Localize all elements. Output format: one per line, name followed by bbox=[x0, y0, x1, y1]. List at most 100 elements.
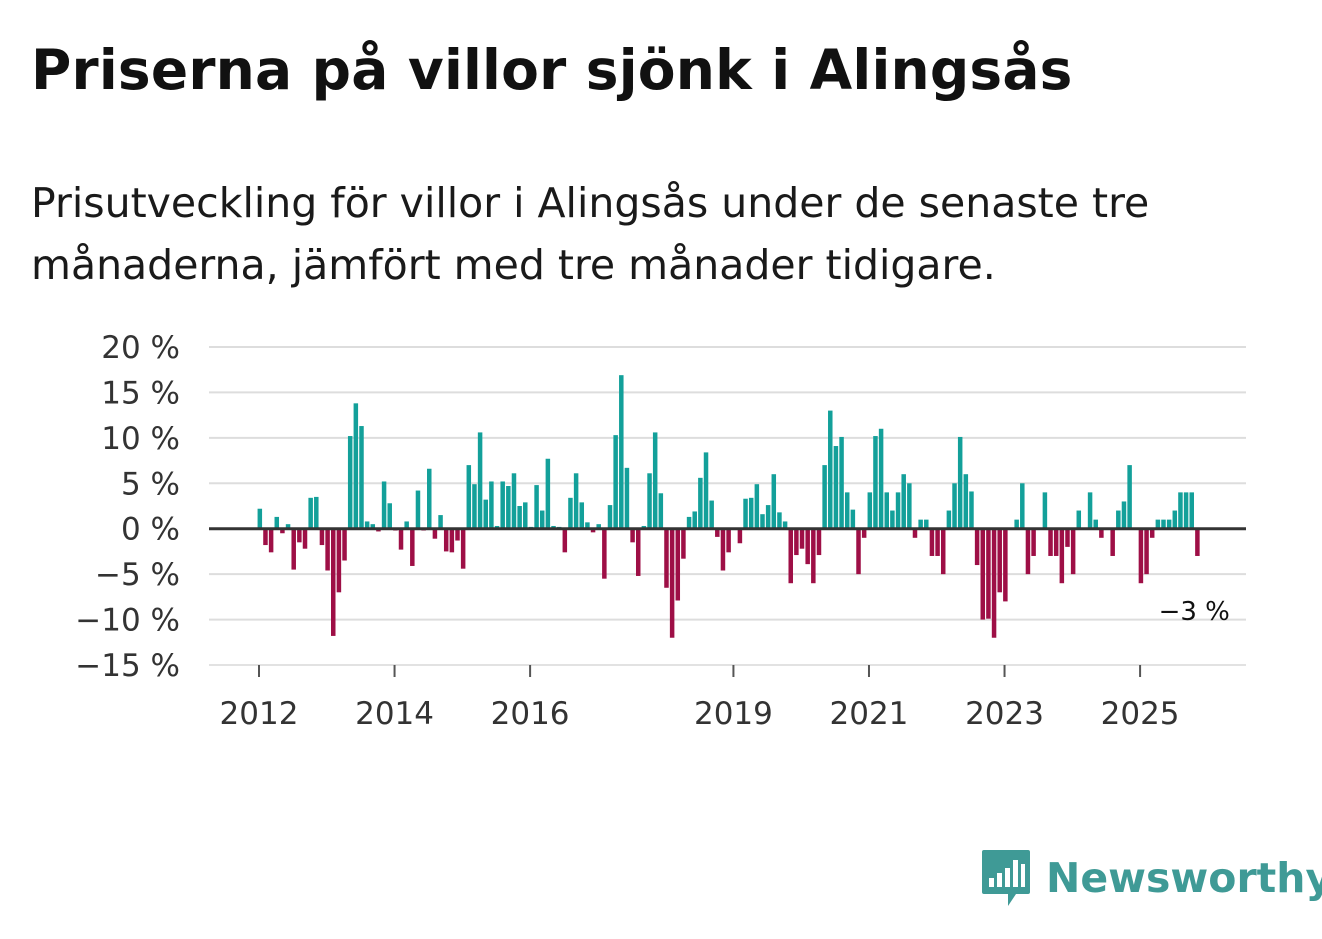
bar bbox=[828, 410, 833, 529]
bar bbox=[455, 528, 460, 541]
bar bbox=[856, 528, 861, 575]
bar bbox=[1087, 492, 1093, 529]
bar bbox=[336, 528, 342, 593]
bar bbox=[308, 497, 313, 529]
y-tick-label: −10 % bbox=[75, 603, 180, 639]
newsworthy-logo-icon bbox=[982, 850, 1030, 906]
bar bbox=[929, 528, 935, 556]
bar bbox=[867, 492, 873, 529]
bar bbox=[579, 502, 585, 529]
bar bbox=[1053, 528, 1059, 556]
bar bbox=[1059, 528, 1065, 584]
bar bbox=[715, 528, 720, 537]
bar bbox=[314, 496, 319, 529]
bar bbox=[539, 510, 545, 529]
bar bbox=[1048, 528, 1053, 556]
bar bbox=[647, 473, 652, 529]
bar bbox=[562, 528, 568, 553]
bar bbox=[1144, 528, 1149, 575]
bar bbox=[658, 493, 664, 529]
bar bbox=[878, 428, 884, 529]
brand-name: Newsworthy bbox=[1046, 854, 1322, 902]
bar bbox=[799, 528, 805, 549]
bar bbox=[257, 508, 263, 529]
bar bbox=[777, 512, 782, 529]
bar bbox=[918, 519, 923, 529]
bar bbox=[726, 528, 731, 553]
y-tick-label: 20 % bbox=[101, 330, 180, 366]
y-tick-label: 10 % bbox=[101, 421, 180, 457]
bar bbox=[1121, 501, 1127, 529]
bar bbox=[483, 499, 488, 529]
bar bbox=[698, 477, 703, 529]
bar bbox=[410, 528, 415, 566]
bar bbox=[619, 375, 624, 529]
bar bbox=[681, 528, 686, 559]
bar bbox=[432, 528, 438, 539]
bar bbox=[325, 528, 330, 571]
bar bbox=[613, 435, 618, 529]
last-value-label: −3 % bbox=[1159, 597, 1230, 627]
bar bbox=[506, 486, 511, 529]
x-tick-label: 2023 bbox=[965, 696, 1044, 732]
bar bbox=[602, 528, 607, 579]
bar bbox=[675, 528, 681, 601]
bar bbox=[460, 528, 466, 569]
bar bbox=[912, 528, 918, 538]
y-tick-label: 15 % bbox=[101, 375, 180, 411]
bar bbox=[737, 528, 743, 544]
bar bbox=[280, 528, 285, 534]
bar bbox=[1042, 492, 1048, 529]
bar bbox=[1195, 528, 1200, 556]
bar bbox=[1161, 519, 1166, 529]
bar bbox=[895, 492, 901, 529]
bar bbox=[342, 528, 347, 561]
bar bbox=[850, 509, 856, 529]
y-axis: 20 % 15 % 10 % 5 % 0 % −5 % −10 % −15 % bbox=[75, 330, 180, 684]
bar bbox=[1116, 510, 1121, 529]
newsworthy-logo[interactable]: Newsworthy bbox=[980, 848, 1322, 908]
bar bbox=[991, 528, 997, 638]
bar bbox=[585, 522, 590, 529]
x-tick-label: 2021 bbox=[830, 696, 909, 732]
x-tick-label: 2014 bbox=[355, 696, 434, 732]
bar bbox=[946, 510, 952, 529]
bar bbox=[297, 528, 302, 543]
bar bbox=[1155, 519, 1161, 529]
y-tick-label: 0 % bbox=[121, 512, 180, 548]
bar bbox=[472, 484, 477, 529]
bar bbox=[890, 510, 895, 529]
bar bbox=[924, 519, 929, 529]
bar bbox=[517, 506, 522, 529]
bar bbox=[635, 528, 641, 576]
bar bbox=[1099, 528, 1104, 538]
bar bbox=[839, 436, 844, 529]
bar bbox=[844, 492, 850, 529]
bar bbox=[805, 528, 810, 565]
y-tick-label: 5 % bbox=[121, 466, 180, 502]
bar bbox=[901, 474, 906, 529]
bar bbox=[1020, 483, 1025, 529]
bar bbox=[664, 528, 669, 588]
bar bbox=[1110, 528, 1115, 556]
bar bbox=[1003, 528, 1008, 602]
bar bbox=[477, 432, 483, 529]
bar bbox=[709, 500, 714, 529]
bar bbox=[754, 484, 760, 529]
bar bbox=[788, 528, 793, 584]
y-tick-label: −5 % bbox=[95, 557, 180, 593]
bar bbox=[1031, 528, 1036, 556]
bar bbox=[285, 524, 291, 529]
bar bbox=[500, 481, 505, 529]
bar bbox=[1076, 510, 1082, 529]
bar bbox=[833, 446, 839, 529]
bar bbox=[765, 505, 771, 529]
bar bbox=[1127, 465, 1132, 529]
x-axis: 2012 2014 2016 2019 2021 2023 2025 bbox=[209, 664, 1246, 732]
bar bbox=[573, 473, 579, 529]
bar bbox=[319, 528, 325, 546]
bar bbox=[1172, 510, 1178, 529]
bar bbox=[873, 436, 878, 529]
bar bbox=[624, 467, 630, 529]
